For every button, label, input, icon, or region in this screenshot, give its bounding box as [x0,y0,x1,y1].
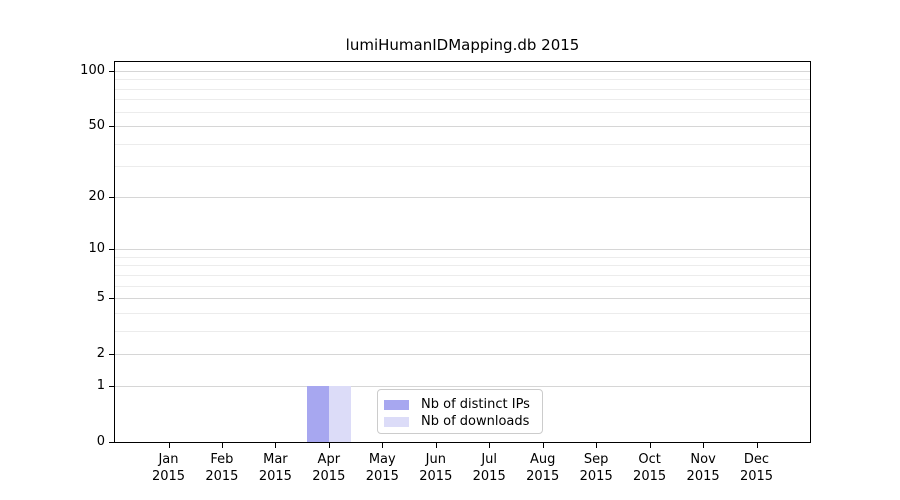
y-gridline-major [115,125,810,127]
y-tick-mark [109,197,114,199]
y-gridline-major [115,71,810,72]
x-tick-year: 2015 [205,469,239,484]
legend-swatch-downloads-icon [384,416,409,427]
x-tick-label: Aug 2015 [515,451,571,485]
y-tick-label: 100 [80,63,105,78]
y-gridline-minor [115,265,810,267]
x-tick-mark [649,443,651,448]
x-tick-mark [328,443,330,448]
x-tick-label: Feb 2015 [194,451,250,485]
x-tick-label: Mar 2015 [247,451,303,485]
y-tick-label: 2 [96,345,105,361]
x-tick-mark [382,443,384,448]
x-tick-year: 2015 [151,469,186,484]
y-tick-label: 1 [96,378,105,394]
y-gridline-minor [115,99,810,101]
x-tick-year: 2015 [365,469,399,484]
y-gridline-minor [115,312,810,314]
x-tick-mark [168,443,170,448]
x-tick-label: Jan 2015 [141,451,197,485]
x-tick-mark [756,443,758,448]
x-tick-month: Feb [210,452,234,467]
x-tick-month: Nov [690,452,716,467]
x-tick-month: Sep [583,452,609,467]
y-tick-mark [109,71,114,72]
legend-label-distinct-ips: Nb of distinct IPs [421,397,530,412]
y-tick-mark [109,353,114,355]
x-tick-label: Apr 2015 [301,451,357,485]
y-gridline-minor [115,256,810,258]
x-tick-month: Dec [743,452,770,467]
x-tick-month: Oct [638,452,661,467]
x-tick-month: May [368,452,396,467]
x-tick-mark [275,443,277,448]
y-gridline-minor [115,285,810,287]
bar-downloads [328,386,351,442]
x-tick-year: 2015 [258,469,292,484]
chart-title: lumiHumanIDMapping.db 2015 [345,36,580,54]
y-gridline-major [115,249,810,251]
x-tick-mark [489,443,491,448]
legend-swatch-distinct-ips-icon [384,399,409,410]
y-tick-mark [109,249,114,251]
legend-item-downloads: Nb of downloads [384,413,534,430]
x-tick-mark [435,443,437,448]
y-gridline-minor [115,143,810,145]
y-tick-mark [109,125,114,127]
y-tick-mark [109,298,114,299]
y-gridline-minor [115,88,810,90]
x-tick-label: Sep 2015 [568,451,624,485]
y-tick-mark [109,386,114,388]
x-tick-year: 2015 [419,469,453,484]
plot-area [114,61,811,443]
x-tick-year: 2015 [312,469,346,484]
x-tick-mark [542,443,544,448]
x-tick-month: Jun [425,452,446,467]
x-tick-year: 2015 [739,469,774,484]
x-tick-month: Aug [529,452,556,467]
y-tick-label: 50 [88,117,105,133]
x-tick-month: Apr [317,452,341,467]
y-gridline-minor [115,330,810,332]
y-gridline-major [115,353,810,355]
x-tick-label: Jul 2015 [461,451,517,485]
x-tick-month: Jul [481,452,498,467]
y-gridline-minor [115,79,810,81]
x-tick-year: 2015 [579,469,613,484]
y-tick-label: 5 [96,290,105,305]
x-tick-label: Jun 2015 [408,451,464,485]
x-tick-label: Oct 2015 [622,451,678,485]
x-tick-mark [596,443,598,448]
y-tick-label: 20 [88,189,105,205]
y-tick-label: 0 [96,434,105,449]
x-tick-mark [703,443,705,448]
x-tick-label: May 2015 [354,451,410,485]
x-tick-year: 2015 [526,469,560,484]
x-tick-year: 2015 [686,469,720,484]
x-tick-label: Dec 2015 [729,451,785,485]
y-gridline-minor [115,166,810,167]
y-gridline-minor [115,111,810,113]
y-tick-mark [109,442,114,443]
y-gridline-major [115,197,810,199]
y-gridline-minor [115,274,810,276]
y-gridline-major [115,386,810,388]
legend-item-distinct-ips: Nb of distinct IPs [384,396,534,413]
x-tick-year: 2015 [472,469,506,484]
x-tick-month: Mar [263,452,288,467]
bar-distinct-ips [306,386,329,442]
legend-label-downloads: Nb of downloads [421,414,530,429]
x-tick-mark [221,443,223,448]
x-tick-year: 2015 [633,469,667,484]
x-tick-label: Nov 2015 [675,451,731,485]
y-gridline-major [115,298,810,299]
x-tick-month: Jan [158,452,179,467]
y-tick-label: 10 [88,241,105,257]
legend: Nb of distinct IPs Nb of downloads [377,389,543,434]
